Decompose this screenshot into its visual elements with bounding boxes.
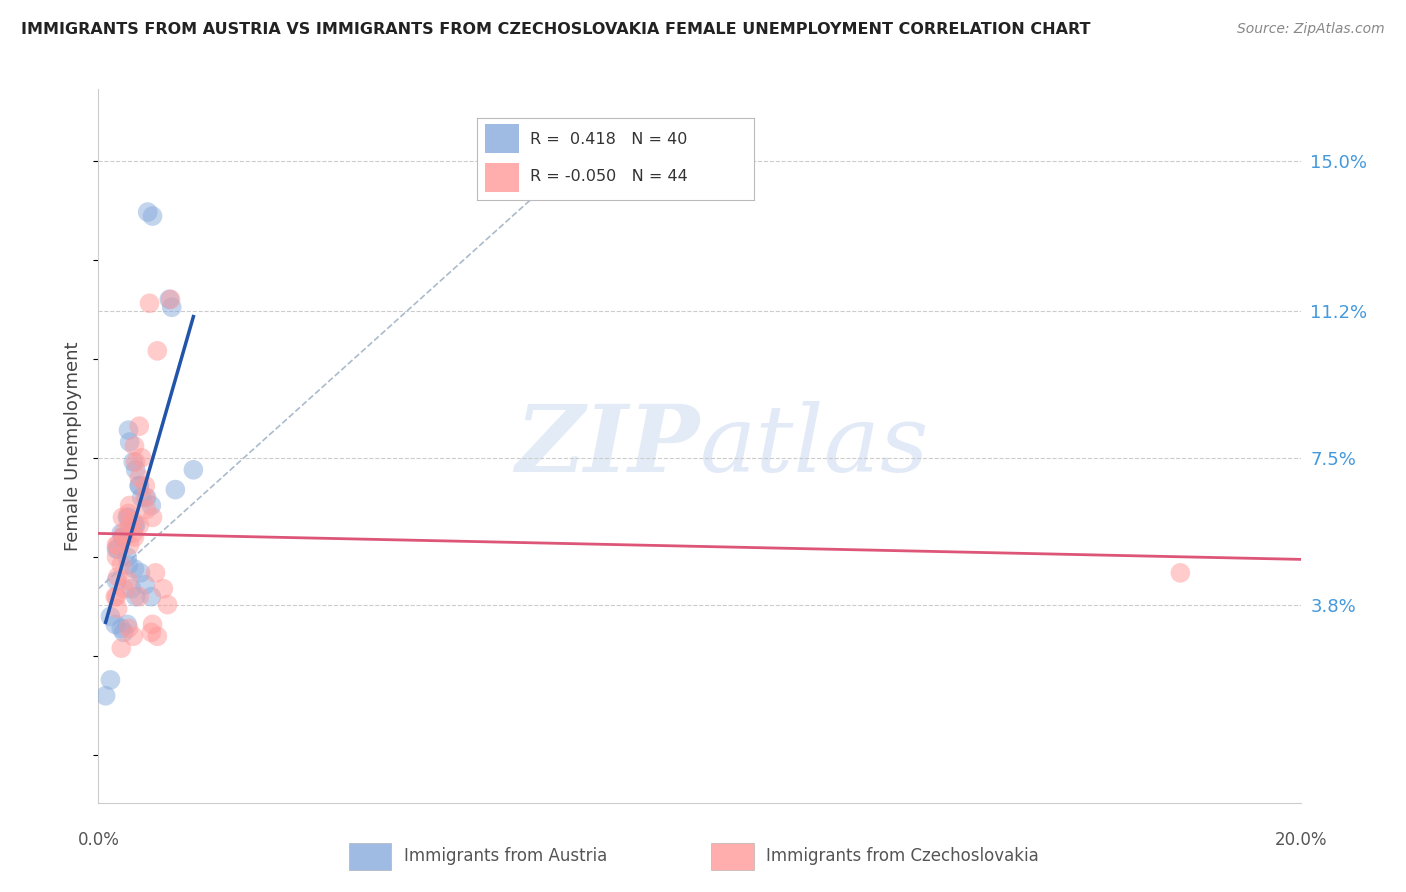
Point bbox=[112, 530, 135, 544]
Point bbox=[125, 463, 148, 477]
Point bbox=[165, 483, 187, 497]
Point bbox=[124, 518, 146, 533]
Point bbox=[128, 518, 150, 533]
Point bbox=[124, 530, 146, 544]
Point bbox=[156, 598, 179, 612]
Point bbox=[124, 562, 146, 576]
Point bbox=[117, 621, 139, 635]
Text: ZIP: ZIP bbox=[515, 401, 700, 491]
Point bbox=[105, 590, 128, 604]
Bar bbox=[711, 843, 754, 870]
Point bbox=[107, 570, 129, 584]
Point bbox=[134, 478, 156, 492]
Point bbox=[125, 455, 148, 469]
Point bbox=[157, 293, 180, 307]
Point bbox=[118, 435, 141, 450]
Y-axis label: Female Unemployment: Female Unemployment bbox=[65, 342, 83, 550]
Point bbox=[105, 538, 128, 552]
Point bbox=[110, 526, 132, 541]
Point bbox=[135, 491, 157, 505]
Point bbox=[110, 621, 132, 635]
Point bbox=[152, 582, 174, 596]
Point bbox=[122, 514, 145, 528]
Point bbox=[134, 578, 156, 592]
Point bbox=[112, 625, 135, 640]
Point bbox=[117, 617, 139, 632]
Point bbox=[118, 518, 141, 533]
Point bbox=[128, 478, 150, 492]
Point bbox=[107, 538, 129, 552]
Point bbox=[104, 590, 127, 604]
Text: 0.0%: 0.0% bbox=[77, 830, 120, 848]
Point bbox=[105, 549, 128, 564]
Point bbox=[100, 673, 122, 687]
Point bbox=[121, 582, 143, 596]
Point bbox=[122, 526, 145, 541]
Point bbox=[117, 510, 139, 524]
Point bbox=[104, 617, 127, 632]
Point bbox=[125, 518, 148, 533]
Point bbox=[111, 510, 134, 524]
Point bbox=[124, 439, 146, 453]
Point bbox=[107, 542, 129, 557]
Point bbox=[105, 542, 128, 557]
Point bbox=[141, 499, 163, 513]
Point bbox=[112, 530, 135, 544]
Point bbox=[117, 423, 139, 437]
Point bbox=[131, 450, 153, 465]
Point bbox=[117, 507, 139, 521]
Point bbox=[141, 617, 163, 632]
Point bbox=[129, 566, 152, 580]
Text: atlas: atlas bbox=[700, 401, 929, 491]
Point bbox=[110, 558, 132, 572]
Point bbox=[138, 296, 160, 310]
Point bbox=[94, 689, 117, 703]
Point bbox=[105, 574, 128, 588]
Point bbox=[141, 209, 163, 223]
Point bbox=[183, 463, 205, 477]
Point bbox=[159, 293, 181, 307]
Point bbox=[128, 419, 150, 434]
Text: Immigrants from Austria: Immigrants from Austria bbox=[404, 847, 607, 865]
Point bbox=[146, 343, 169, 358]
Point bbox=[145, 566, 167, 580]
Point bbox=[141, 510, 163, 524]
Point bbox=[118, 538, 141, 552]
Text: Immigrants from Czechoslovakia: Immigrants from Czechoslovakia bbox=[766, 847, 1039, 865]
Point bbox=[128, 471, 150, 485]
Point bbox=[125, 590, 148, 604]
Point bbox=[117, 558, 139, 572]
Point bbox=[111, 530, 134, 544]
Point bbox=[107, 601, 129, 615]
Point bbox=[110, 641, 132, 656]
Text: IMMIGRANTS FROM AUSTRIA VS IMMIGRANTS FROM CZECHOSLOVAKIA FEMALE UNEMPLOYMENT CO: IMMIGRANTS FROM AUSTRIA VS IMMIGRANTS FR… bbox=[21, 22, 1091, 37]
Point bbox=[136, 205, 159, 219]
Point bbox=[100, 609, 122, 624]
Point bbox=[141, 625, 163, 640]
Point bbox=[117, 549, 139, 564]
Point bbox=[122, 629, 145, 643]
Point bbox=[122, 455, 145, 469]
Text: 20.0%: 20.0% bbox=[1274, 830, 1327, 848]
Point bbox=[146, 629, 169, 643]
Point bbox=[160, 300, 183, 314]
Point bbox=[112, 582, 135, 596]
Point bbox=[128, 478, 150, 492]
Point bbox=[117, 574, 139, 588]
Point bbox=[112, 526, 135, 541]
Point bbox=[128, 590, 150, 604]
Point bbox=[117, 510, 139, 524]
Point bbox=[1170, 566, 1192, 580]
Point bbox=[134, 491, 156, 505]
Bar bbox=[349, 843, 391, 870]
Point bbox=[118, 499, 141, 513]
Text: Source: ZipAtlas.com: Source: ZipAtlas.com bbox=[1237, 22, 1385, 37]
Point bbox=[135, 502, 157, 516]
Point bbox=[131, 491, 153, 505]
Point bbox=[141, 590, 163, 604]
